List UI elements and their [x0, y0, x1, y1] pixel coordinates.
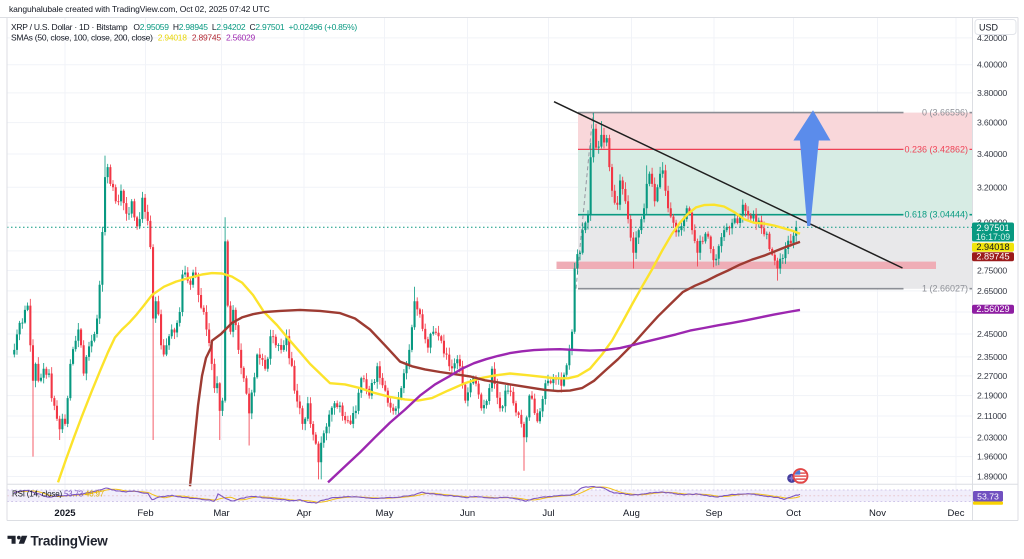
svg-text:0.236 (3.42862): 0.236 (3.42862): [904, 144, 968, 154]
svg-text:2.19000: 2.19000: [977, 391, 1007, 401]
svg-text:Oct: Oct: [786, 508, 801, 519]
svg-text:Jul: Jul: [542, 508, 554, 519]
svg-text:May: May: [376, 508, 394, 519]
svg-text:TradingView: TradingView: [31, 534, 109, 549]
svg-text:0.618 (3.04444): 0.618 (3.04444): [904, 210, 968, 220]
svg-text:Nov: Nov: [869, 508, 886, 519]
svg-text:Mar: Mar: [213, 508, 229, 519]
svg-text:Feb: Feb: [137, 508, 153, 519]
svg-text:1 (2.66027): 1 (2.66027): [922, 284, 968, 294]
svg-text:3.80000: 3.80000: [977, 88, 1007, 98]
svg-text:2.56029: 2.56029: [976, 304, 1009, 314]
svg-text:2.94018: 2.94018: [976, 242, 1009, 252]
svg-text:1.89000: 1.89000: [977, 472, 1007, 482]
svg-text:SMAs (50, close, 100, close, 2: SMAs (50, close, 100, close, 200, close)…: [11, 33, 255, 43]
svg-text:2.35000: 2.35000: [977, 352, 1007, 362]
svg-text:3.40000: 3.40000: [977, 149, 1007, 159]
svg-text:2.97501: 2.97501: [976, 223, 1009, 233]
svg-text:3.60000: 3.60000: [977, 118, 1007, 128]
svg-text:4.00000: 4.00000: [977, 60, 1007, 70]
svg-text:RSI (14, close) 53.73 48.97: RSI (14, close) 53.73 48.97: [12, 490, 105, 499]
svg-text:Aug: Aug: [623, 508, 640, 519]
svg-text:2.03000: 2.03000: [977, 432, 1007, 442]
svg-text:2.45000: 2.45000: [977, 329, 1007, 339]
svg-text:3.20000: 3.20000: [977, 182, 1007, 192]
svg-text:53.73: 53.73: [977, 491, 999, 501]
svg-text:2.11000: 2.11000: [977, 411, 1007, 421]
svg-text:XRP / U.S. Dollar · 1D · Bitst: XRP / U.S. Dollar · 1D · Bitstamp O2.950…: [11, 22, 357, 32]
svg-text:16:17:09: 16:17:09: [976, 232, 1010, 242]
svg-text:Apr: Apr: [297, 508, 312, 519]
svg-text:Sep: Sep: [706, 508, 723, 519]
svg-text:2.75000: 2.75000: [977, 266, 1007, 276]
svg-text:1.96000: 1.96000: [977, 452, 1007, 462]
svg-text:2.65000: 2.65000: [977, 286, 1007, 296]
svg-text:4.20000: 4.20000: [977, 33, 1007, 43]
svg-text:2.89745: 2.89745: [976, 252, 1009, 262]
svg-text:2.27000: 2.27000: [977, 371, 1007, 381]
svg-text:2025: 2025: [54, 508, 76, 519]
svg-text:kanguhalubale created with Tra: kanguhalubale created with TradingView.c…: [9, 4, 270, 14]
svg-text:USD: USD: [979, 22, 999, 32]
svg-text:Jun: Jun: [460, 508, 475, 519]
svg-text:Dec: Dec: [948, 508, 965, 519]
svg-text:0 (3.66596): 0 (3.66596): [922, 108, 968, 118]
